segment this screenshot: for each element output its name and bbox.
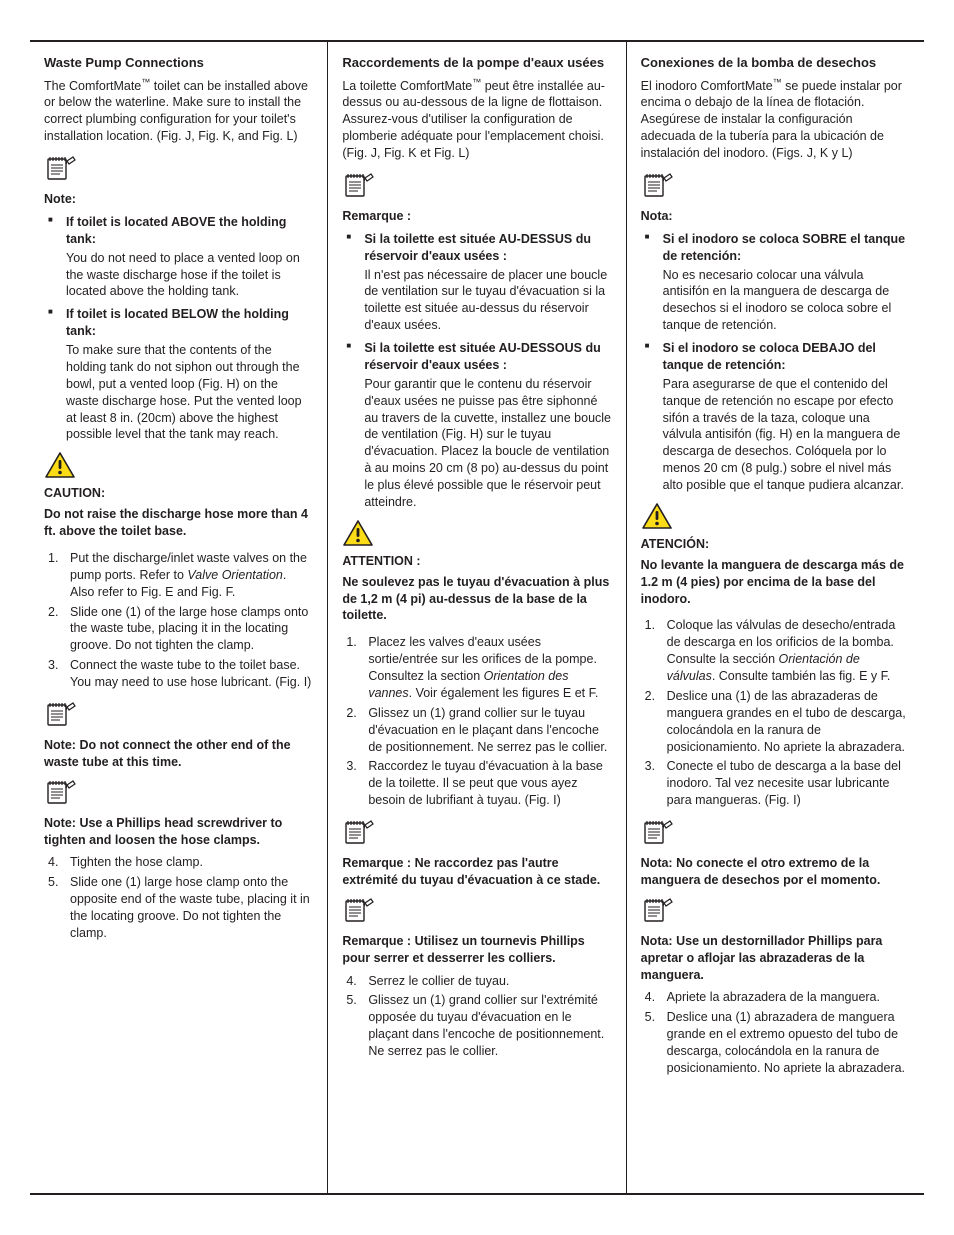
- note-icon: [342, 895, 376, 925]
- steps-list-fr-2: Serrez le collier de tuyau. Glissez un (…: [342, 973, 611, 1060]
- steps-list-fr-1: Placez les valves d'eaux usées sortie/en…: [342, 634, 611, 809]
- heading-en: Waste Pump Connections: [44, 54, 313, 72]
- note-label: Remarque : Ne raccordez pas l'autre extr…: [342, 855, 611, 889]
- step-item: Deslice una (1) de las abrazaderas de ma…: [641, 688, 910, 756]
- note-label: Remarque : Utilisez un tournevis Phillip…: [342, 933, 611, 967]
- bullet-body: Pour garantir que le contenu du réservoi…: [364, 377, 611, 509]
- steps-list-en-1: Put the discharge/inlet waste valves on …: [44, 550, 313, 691]
- note-label: Nota: Use un destornillador Phillips par…: [641, 933, 910, 984]
- note-body: Use a Phillips head screwdriver to tight…: [44, 816, 282, 847]
- bullet-item: If toilet is located ABOVE the holding t…: [44, 214, 313, 300]
- note-icon: [641, 895, 675, 925]
- step-text: . Consulte también las fig. E y F.: [712, 669, 891, 683]
- heading-fr: Raccordements de la pompe d'eaux usées: [342, 54, 611, 72]
- tm-symbol: ™: [773, 76, 782, 86]
- caution-label: ATENCIÓN:: [641, 536, 910, 553]
- step-item: Deslice una (1) abrazadera de manguera g…: [641, 1009, 910, 1077]
- caution-label: CAUTION:: [44, 485, 313, 502]
- note-prefix: Nota:: [641, 856, 673, 870]
- note-prefix: Remarque :: [342, 856, 411, 870]
- caution-text: Do not raise the discharge hose more tha…: [44, 506, 313, 540]
- note-label: Nota: No conecte el otro extremo de la m…: [641, 855, 910, 889]
- heading-es: Conexiones de la bomba de desechos: [641, 54, 910, 72]
- italic-ref: Valve Orientation: [187, 568, 282, 582]
- note-body: Do not connect the other end of the wast…: [44, 738, 291, 769]
- note-body: Use un destornillador Phillips para apre…: [641, 934, 883, 982]
- bullet-title: Si el inodoro se coloca SOBRE el tanque …: [663, 231, 910, 265]
- note-prefix: Nota:: [641, 934, 673, 948]
- bullet-body: No es necesario colocar una válvula anti…: [663, 268, 892, 333]
- caution-label: ATTENTION :: [342, 553, 611, 570]
- bullet-body: To make sure that the contents of the ho…: [66, 343, 302, 441]
- caution-icon: [641, 502, 673, 530]
- bullet-body: You do not need to place a vented loop o…: [66, 251, 300, 299]
- step-text: . Voir également les figures E et F.: [409, 686, 599, 700]
- tm-symbol: ™: [141, 76, 150, 86]
- bullet-item: Si la toilette est située AU-DESSOUS du …: [342, 340, 611, 511]
- caution-text: No levante la manguera de descarga más d…: [641, 557, 910, 608]
- bullet-item: If toilet is located BELOW the holding t…: [44, 306, 313, 443]
- bullet-item: Si el inodoro se coloca DEBAJO del tanqu…: [641, 340, 910, 494]
- step-item: Serrez le collier de tuyau.: [342, 973, 611, 990]
- caution-icon: [342, 519, 374, 547]
- step-item: Raccordez le tuyau d'évacuation à la bas…: [342, 758, 611, 809]
- note-label: Note: Use a Phillips head screwdriver to…: [44, 815, 313, 849]
- column-french: Raccordements de la pompe d'eaux usées L…: [327, 42, 625, 1193]
- note-label: Nota:: [641, 208, 910, 225]
- intro-fr: La toilette ComfortMate™ peut être insta…: [342, 78, 611, 162]
- intro-pre: El inodoro ComfortMate: [641, 79, 773, 93]
- note-icon: [342, 817, 376, 847]
- bullet-item: Si la toilette est située AU-DESSUS du r…: [342, 231, 611, 334]
- note-icon: [44, 153, 78, 183]
- note-icon: [44, 777, 78, 807]
- caution-icon: [44, 451, 76, 479]
- note-label: Remarque :: [342, 208, 611, 225]
- note-prefix: Remarque :: [342, 934, 411, 948]
- step-item: Glissez un (1) grand collier sur l'extré…: [342, 992, 611, 1060]
- note-icon: [641, 170, 675, 200]
- bullet-list-fr: Si la toilette est située AU-DESSUS du r…: [342, 231, 611, 511]
- note-body: No conecte el otro extremo de la manguer…: [641, 856, 881, 887]
- bullet-body: Il n'est pas nécessaire de placer une bo…: [364, 268, 607, 333]
- bullet-title: Si el inodoro se coloca DEBAJO del tanqu…: [663, 340, 910, 374]
- column-spanish: Conexiones de la bomba de desechos El in…: [626, 42, 924, 1193]
- bullet-body: Para asegurarse de que el contenido del …: [663, 377, 904, 492]
- step-item: Put the discharge/inlet waste valves on …: [44, 550, 313, 601]
- steps-list-en-2: Tighten the hose clamp. Slide one (1) la…: [44, 854, 313, 941]
- step-item: Connect the waste tube to the toilet bas…: [44, 657, 313, 691]
- bullet-item: Si el inodoro se coloca SOBRE el tanque …: [641, 231, 910, 334]
- step-item: Tighten the hose clamp.: [44, 854, 313, 871]
- step-item: Conecte el tubo de descarga a la base de…: [641, 758, 910, 809]
- bullet-title: Si la toilette est située AU-DESSOUS du …: [364, 340, 611, 374]
- step-item: Apriete la abrazadera de la manguera.: [641, 989, 910, 1006]
- steps-list-es-1: Coloque las válvulas de desecho/entrada …: [641, 617, 910, 809]
- step-item: Coloque las válvulas de desecho/entrada …: [641, 617, 910, 685]
- bullet-title: If toilet is located ABOVE the holding t…: [66, 214, 313, 248]
- intro-pre: La toilette ComfortMate: [342, 79, 472, 93]
- step-item: Glissez un (1) grand collier sur le tuya…: [342, 705, 611, 756]
- page-container: Waste Pump Connections The ComfortMate™ …: [30, 40, 924, 1195]
- tm-symbol: ™: [472, 76, 481, 86]
- note-label: Note: Do not connect the other end of th…: [44, 737, 313, 771]
- bullet-title: Si la toilette est située AU-DESSUS du r…: [364, 231, 611, 265]
- steps-list-es-2: Apriete la abrazadera de la manguera. De…: [641, 989, 910, 1076]
- note-prefix: Note:: [44, 816, 76, 830]
- bullet-title: If toilet is located BELOW the holding t…: [66, 306, 313, 340]
- note-icon: [44, 699, 78, 729]
- intro-es: El inodoro ComfortMate™ se puede instala…: [641, 78, 910, 162]
- caution-text: Ne soulevez pas le tuyau d'évacuation à …: [342, 574, 611, 625]
- note-prefix: Note:: [44, 738, 76, 752]
- intro-en: The ComfortMate™ toilet can be installed…: [44, 78, 313, 146]
- step-item: Slide one (1) of the large hose clamps o…: [44, 604, 313, 655]
- note-icon: [641, 817, 675, 847]
- bullet-list-es: Si el inodoro se coloca SOBRE el tanque …: [641, 231, 910, 494]
- bullet-list-en: If toilet is located ABOVE the holding t…: [44, 214, 313, 443]
- note-icon: [342, 170, 376, 200]
- note-label: Note:: [44, 191, 313, 208]
- intro-pre: The ComfortMate: [44, 79, 141, 93]
- step-item: Placez les valves d'eaux usées sortie/en…: [342, 634, 611, 702]
- step-item: Slide one (1) large hose clamp onto the …: [44, 874, 313, 942]
- column-english: Waste Pump Connections The ComfortMate™ …: [30, 42, 327, 1193]
